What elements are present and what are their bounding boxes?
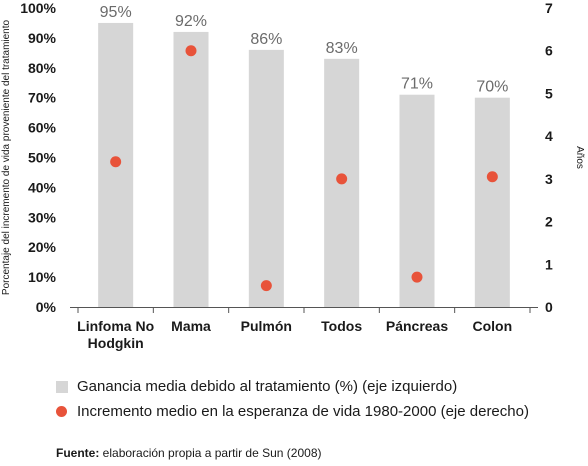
legend: Ganancia media debido al tratamiento (%)… [56, 374, 529, 424]
bar-value-label: 86% [250, 31, 282, 48]
bar [248, 49, 284, 308]
y-tick-label: 90% [28, 30, 57, 46]
data-point [260, 280, 272, 292]
legend-bar-label: Ganancia media debido al tratamiento (%)… [77, 378, 458, 395]
y-tick-label: 30% [28, 209, 57, 225]
y-tick-label: 20% [28, 239, 57, 255]
data-point [486, 171, 498, 183]
bar-value-label: 71% [401, 76, 433, 93]
y2-tick-label: 1 [545, 256, 553, 272]
y2-tick-label: 4 [545, 128, 553, 144]
bar-value-label: 95% [100, 4, 132, 21]
y-tick-label: 60% [28, 120, 57, 136]
bar-value-label: 83% [326, 40, 358, 57]
source-prefix: Fuente: [56, 446, 100, 460]
x-tick-label: Colon [473, 318, 513, 334]
y-tick-label: 70% [28, 90, 57, 106]
legend-dot-swatch [56, 406, 67, 417]
y-tick-label: 50% [28, 150, 57, 166]
bar [173, 31, 209, 307]
y2-tick-label: 0 [545, 299, 553, 315]
y2-tick-label: 6 [545, 43, 553, 59]
y-tick-label: 40% [28, 179, 57, 195]
y-tick-label: 80% [28, 60, 57, 76]
data-point [185, 45, 197, 57]
x-tick-label: Todos [321, 318, 362, 334]
source-text: elaboración propia a partir de Sun (2008… [99, 446, 322, 460]
x-tick-label: Linfoma No Hodgkin [77, 318, 154, 351]
bar [474, 97, 510, 307]
y2-tick-label: 3 [545, 171, 553, 187]
bar-value-label: 70% [476, 79, 508, 96]
legend-bar-swatch [56, 380, 68, 393]
data-point [336, 173, 348, 185]
x-tick-label: Pulmón [241, 318, 292, 334]
legend-item-dot: Incremento medio en la esperanza de vida… [56, 399, 529, 424]
y2-tick-label: 2 [545, 214, 553, 230]
legend-item-bar: Ganancia media debido al tratamiento (%)… [56, 374, 529, 399]
bar-value-label: 92% [175, 13, 207, 30]
y-tick-label: 10% [28, 269, 57, 285]
x-tick-label: Mama [171, 318, 211, 334]
y2-tick-label: 7 [545, 0, 553, 16]
x-tick-label: Páncreas [386, 318, 448, 334]
y-tick-label: 0% [36, 299, 57, 315]
y2-axis-title: Años [574, 146, 585, 169]
y-axis-title: Porcentaje del incremento de vida proven… [1, 19, 12, 295]
source-note: Fuente: elaboración propia a partir de S… [56, 446, 321, 460]
data-point [110, 156, 122, 168]
y-tick-label: 100% [20, 0, 56, 16]
data-point [411, 271, 423, 283]
legend-dot-label: Incremento medio en la esperanza de vida… [77, 403, 529, 420]
y2-tick-label: 5 [545, 85, 553, 101]
